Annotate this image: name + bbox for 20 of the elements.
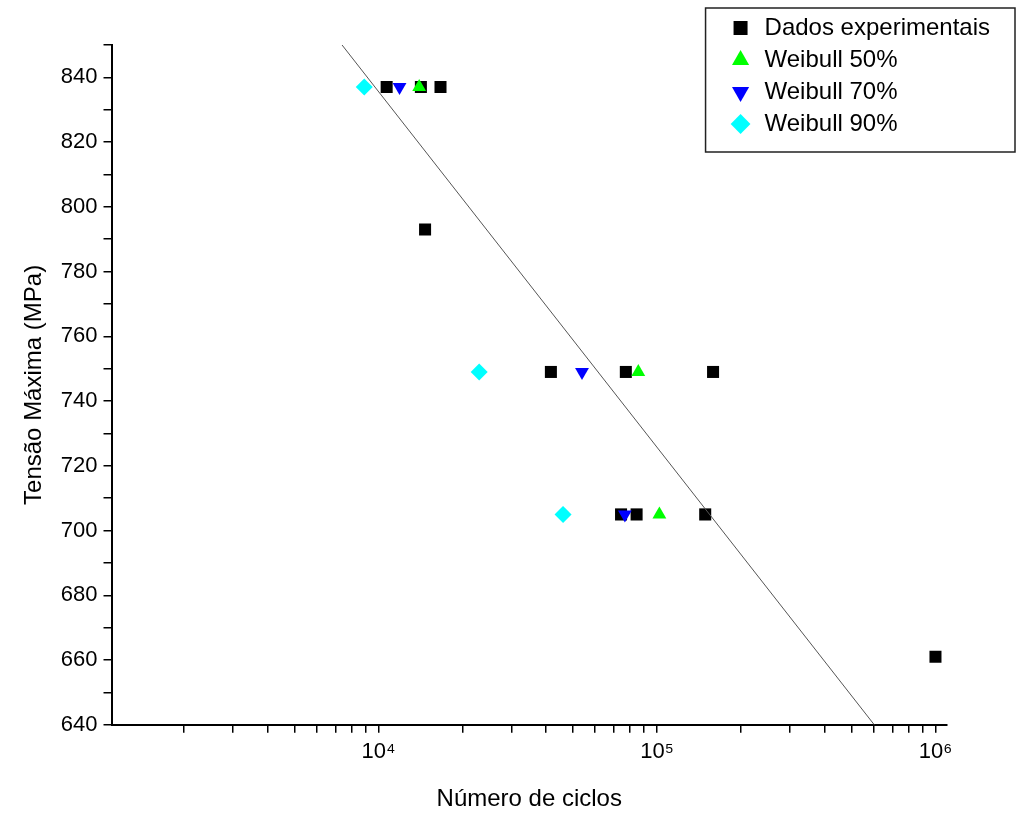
y-tick-label: 760	[60, 322, 98, 348]
y-tick-label: 800	[60, 192, 98, 218]
x-tick-label: 10⁶	[918, 738, 953, 764]
y-tick-label: 780	[60, 257, 98, 283]
legend-label: Weibull 70%	[764, 76, 898, 104]
x-axis-title: Número de ciclos	[436, 784, 622, 812]
y-tick-label: 820	[60, 128, 98, 154]
y-tick-label: 680	[60, 581, 98, 607]
y-tick-label: 640	[60, 710, 98, 736]
y-tick-label: 840	[60, 63, 98, 89]
y-tick-label: 740	[60, 387, 98, 413]
legend-label: Dados experimentais	[764, 12, 991, 40]
y-axis-title: Tensão Máxima (MPa)	[19, 264, 47, 505]
y-tick-label: 700	[60, 516, 98, 542]
y-tick-label: 660	[60, 646, 98, 672]
y-tick-label: 720	[60, 451, 98, 477]
legend-label: Weibull 90%	[764, 108, 898, 136]
x-tick-label: 10⁵	[640, 738, 674, 764]
legend-label: Weibull 50%	[764, 44, 898, 72]
x-tick-label: 10⁴	[361, 738, 396, 764]
